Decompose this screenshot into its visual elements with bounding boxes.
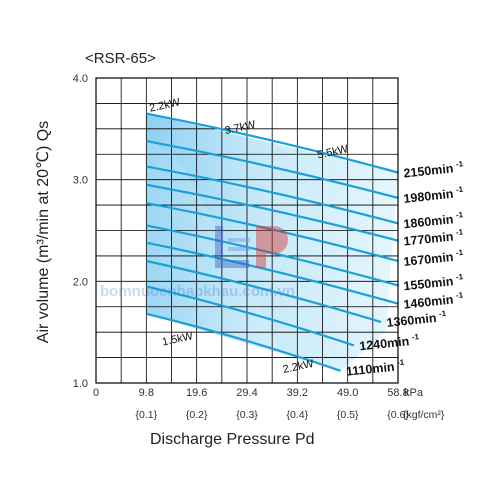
y-tick-label: 2.0 (73, 276, 88, 288)
speed-labels: 2150min-1 1980min-1 1860min-11770min-11670… (345, 159, 464, 379)
x-tick-label-secondary: {0.3} (236, 409, 258, 421)
speed-curve-1980 (146, 139, 399, 200)
y-tick-label: 3.0 (73, 175, 88, 187)
plot-frame (95, 77, 399, 384)
x-tick-label-secondary: {0.4} (287, 409, 309, 421)
speed-curve-2150 (146, 112, 399, 174)
x-axis-title: Discharge Pressure Pd (150, 431, 315, 448)
y-tick-label: 1.0 (73, 378, 88, 390)
power-label: 2.2kW (282, 358, 316, 376)
speed-label-1770: 1770min-1 (403, 227, 465, 248)
x-tick-label: 29.4 (236, 387, 257, 399)
chart-title: <RSR-65> (85, 50, 156, 67)
x-tick-label-secondary: {0.1} (136, 409, 158, 421)
x-tick-label-secondary: {0.5} (337, 409, 359, 421)
speed-curve-1860 (146, 165, 399, 225)
x-tick-label: 19.6 (186, 387, 207, 399)
x-tick-label: 49.0 (337, 387, 358, 399)
speed-curve-1670 (146, 201, 399, 263)
speed-label-1360: 1360min-1 (386, 309, 448, 330)
speed-curve-1360 (146, 259, 382, 324)
x-tick-label: 9.8 (139, 387, 154, 399)
x-tick-labels-secondary: {0.1} {0.2} {0.3} {0.4} {0.5} {0.6} (136, 409, 410, 421)
speed-curve-1770 (146, 183, 399, 242)
x-tick-label-secondary: {0.6} (387, 409, 409, 421)
y-axis-title: Air volume (m³/min at 20℃) Qs (35, 121, 52, 343)
speed-label-2150: 2150min-1 (403, 159, 465, 180)
watermark-text: bomnuocnhapkhau.com.vn (100, 283, 295, 300)
speed-curve-1460 (146, 241, 399, 305)
x-unit-secondary: {kgf/cm²} (403, 409, 445, 421)
speed-curve-1110 (146, 312, 341, 372)
speed-label-1980: 1980min-1 (403, 185, 465, 206)
y-tick-labels: 1.0 2.0 3.0 4.0 (73, 73, 88, 390)
speed-curve-1550 (146, 224, 399, 287)
speed-label-1670: 1670min-1 (403, 248, 465, 269)
x-tick-label: 39.2 (287, 387, 308, 399)
watermark-logo (215, 226, 288, 268)
speed-label-1550: 1550min-1 (403, 272, 465, 293)
x-tick-label: 0 (93, 387, 99, 399)
grid-lines (96, 78, 398, 383)
speed-curves (146, 112, 399, 372)
y-tick-label: 4.0 (73, 73, 88, 85)
speed-label-1460: 1460min-1 (403, 290, 465, 311)
x-tick-label: 58.8 (387, 387, 408, 399)
x-tick-label-secondary: {0.2} (186, 409, 208, 421)
speed-curve-1240 (146, 285, 355, 347)
speed-label-1860: 1860min-1 (403, 210, 465, 231)
speed-label-1110: 1110min-1 (345, 358, 406, 379)
power-label: 1.5kW (161, 330, 195, 348)
x-tick-labels: 0 9.8 19.6 29.4 39.2 49.0 58.8 (93, 387, 409, 399)
x-unit-primary: kPa (404, 387, 424, 399)
power-label: 2.2kW (148, 96, 182, 114)
